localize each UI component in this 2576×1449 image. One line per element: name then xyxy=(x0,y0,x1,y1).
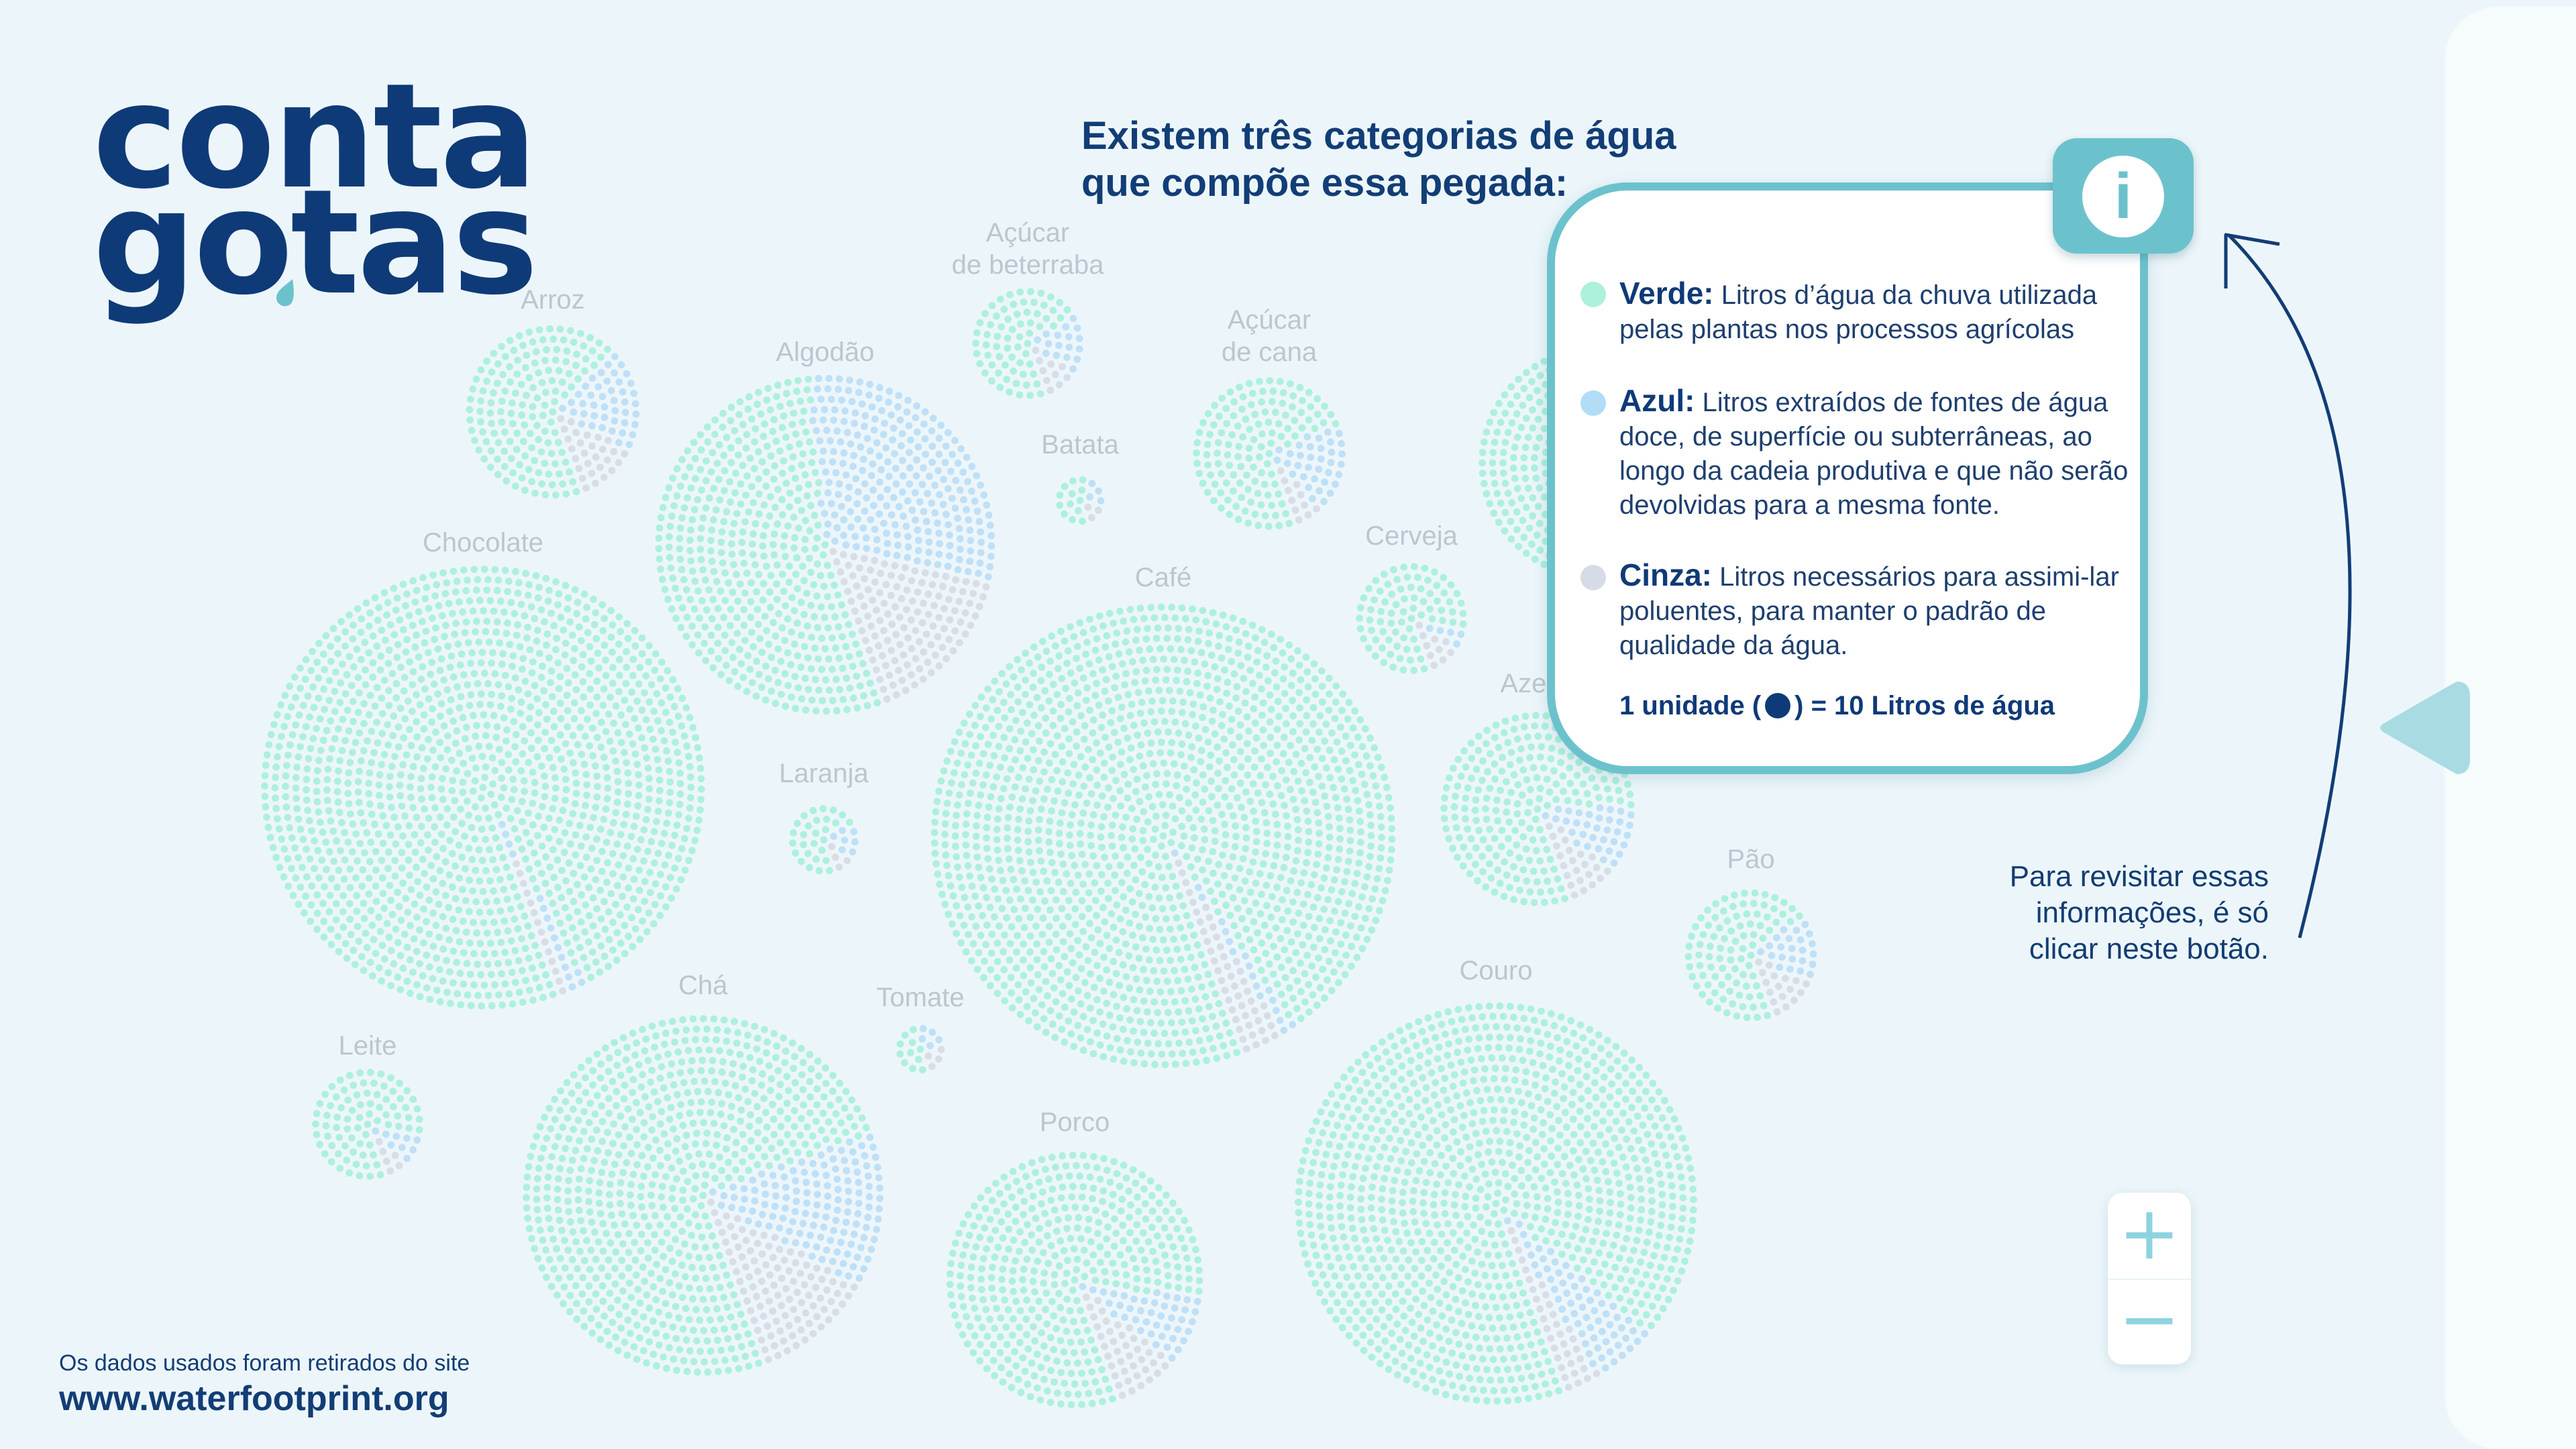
source-link[interactable]: www.waterfootprint.org xyxy=(59,1379,449,1418)
data-source: Os dados usados foram retirados do site … xyxy=(59,1348,470,1419)
legend-text-cinza: Litros necessários para assimi-lar polue… xyxy=(1619,562,2119,660)
info-hint: Para revisitar essas informações, é só c… xyxy=(1919,859,2269,967)
bubble-cerveja[interactable] xyxy=(1356,563,1467,674)
legend-item-azul: Azul: Litros extraídos de fontes de água… xyxy=(1580,383,2129,523)
info-heading-line-2: que compõe essa pegada: xyxy=(1081,161,1568,205)
zoom-in-button[interactable]: + xyxy=(2108,1193,2191,1280)
bubble-label-pao: Pão xyxy=(1727,845,1774,874)
bubble-arroz[interactable] xyxy=(466,325,640,499)
bubble-label-porco: Porco xyxy=(1040,1108,1110,1137)
legend-title-cinza: Cinza: xyxy=(1619,557,1712,592)
bubble-porco[interactable] xyxy=(946,1151,1203,1409)
legend-title-verde: Verde: xyxy=(1619,276,1714,311)
verde-dot-icon xyxy=(1580,282,1606,307)
bubble-label-couro: Couro xyxy=(1460,956,1533,985)
azul-dot-icon xyxy=(1580,390,1606,416)
info-panel: Verde: Litros d’água da chuva utilizada … xyxy=(1547,182,2148,774)
logo: conta gotas xyxy=(93,64,539,326)
bubble-laranja[interactable] xyxy=(789,805,859,875)
bubble-label-algodao: Algodão xyxy=(776,337,875,367)
bubble-label-cha: Chá xyxy=(678,971,728,1000)
unit-prefix: 1 unidade ( xyxy=(1619,691,1762,720)
bubble-leite[interactable] xyxy=(312,1069,423,1180)
bubble-label-acucar-de-beterraba: Açúcar xyxy=(986,218,1070,248)
bubble-label-arroz: Arroz xyxy=(521,285,585,315)
bubble-tomate[interactable] xyxy=(896,1024,945,1074)
info-heading: Existem três categorias de água que comp… xyxy=(1081,113,1685,207)
bubble-chocolate[interactable] xyxy=(261,566,705,1010)
source-label: Os dados usados foram retirados do site xyxy=(59,1350,470,1376)
bubble-label-acucar-de-cana: de cana xyxy=(1222,337,1318,367)
bubble-batata[interactable] xyxy=(1056,476,1105,525)
info-hint-line-2: informações, é só xyxy=(2035,896,2269,929)
legend-text-verde: Litros d’água da chuva utilizada pelas p… xyxy=(1619,280,2098,344)
legend-title-azul: Azul: xyxy=(1619,383,1695,418)
bubble-label-laranja: Laranja xyxy=(779,759,869,788)
unit-suffix: ) = 10 Litros de água xyxy=(1794,691,2055,720)
logo-line-2: gotas xyxy=(93,158,539,327)
info-heading-line-1: Existem três categorias de água xyxy=(1081,114,1676,158)
bubble-couro[interactable] xyxy=(1295,1002,1697,1405)
bubble-label-leite: Leite xyxy=(339,1031,397,1061)
info-button[interactable]: i xyxy=(2053,138,2194,254)
bubble-label-batata: Batata xyxy=(1041,430,1119,460)
bubble-acucar-de-beterraba[interactable] xyxy=(972,288,1083,399)
legend-item-verde: Verde: Litros d’água da chuva utilizada … xyxy=(1580,276,2129,347)
water-drop-icon xyxy=(276,279,294,307)
bubble-pao[interactable] xyxy=(1684,889,1817,1022)
bubble-acucar-de-cana[interactable] xyxy=(1193,377,1346,530)
cinza-dot-icon xyxy=(1580,565,1606,590)
bubble-label-cafe: Café xyxy=(1135,563,1192,592)
legend-item-cinza: Cinza: Litros necessários para assimi-la… xyxy=(1580,557,2129,663)
unit-dot-icon xyxy=(1765,693,1791,718)
zoom-out-button[interactable]: − xyxy=(2118,1276,2181,1362)
bubble-label-chocolate: Chocolate xyxy=(423,528,543,557)
bubble-label-acucar-de-beterraba: de beterraba xyxy=(952,250,1105,280)
panel-toggle-button[interactable] xyxy=(2376,676,2470,780)
bubble-label-cerveja: Cerveja xyxy=(1365,521,1458,551)
logo-line-1: conta xyxy=(93,52,537,221)
bubble-label-acucar-de-cana: Açúcar xyxy=(1228,305,1311,335)
bubble-label-tomate: Tomate xyxy=(876,983,964,1012)
info-icon: i xyxy=(2082,156,2164,237)
bubble-cafe[interactable] xyxy=(930,603,1396,1069)
info-hint-line-3: clicar neste botão. xyxy=(2029,932,2269,965)
zoom-controls: + − xyxy=(2108,1193,2191,1364)
bubble-algodao[interactable] xyxy=(655,374,996,715)
unit-legend: 1 unidade ( ) = 10 Litros de água xyxy=(1619,691,2055,721)
bubble-cha[interactable] xyxy=(523,1015,883,1376)
info-hint-line-1: Para revisitar essas xyxy=(2009,860,2269,893)
legend-text-azul: Litros extraídos de fontes de água doce,… xyxy=(1619,388,2129,520)
